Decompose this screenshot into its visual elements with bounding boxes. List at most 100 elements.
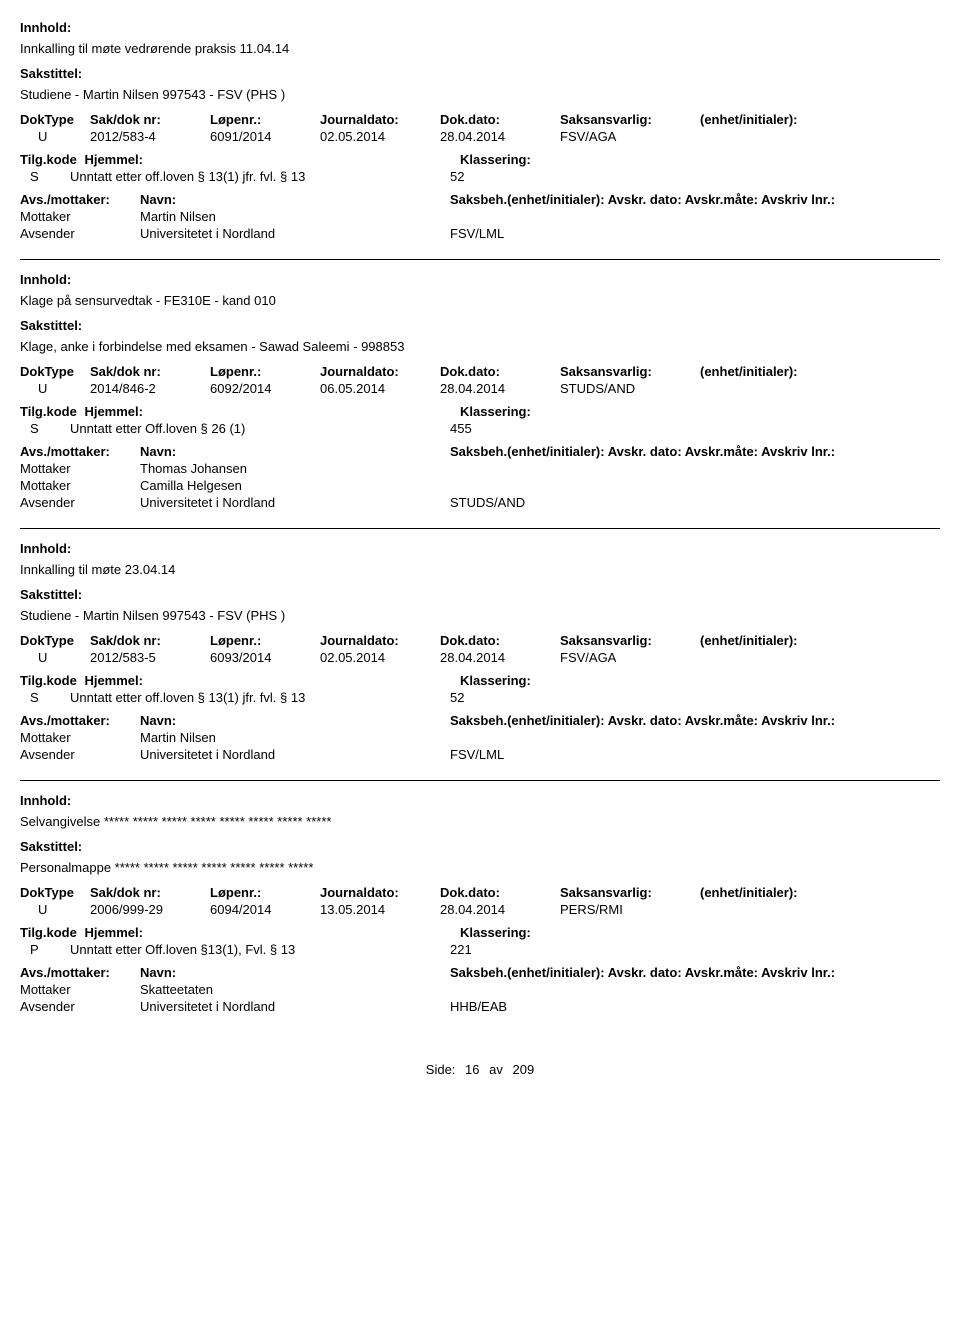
val-hjemmel: Unntatt etter off.loven § 13(1) jfr. fvl…	[70, 690, 450, 705]
col-journaldato: Journaldato:	[320, 633, 440, 648]
col-sakdok: Sak/dok nr:	[90, 885, 210, 900]
innhold-label: Innhold:	[20, 541, 940, 556]
klassering-label: Klassering:	[460, 673, 940, 688]
columns-data: U 2012/583-4 6091/2014 02.05.2014 28.04.…	[20, 129, 940, 144]
klassering-label: Klassering:	[460, 152, 940, 167]
col-lopenr: Løpenr.:	[210, 112, 320, 127]
innhold-text: Klage på sensurvedtak - FE310E - kand 01…	[20, 293, 940, 308]
party-role: Mottaker	[20, 209, 140, 224]
tilgkode-label: Tilg.kode	[20, 404, 77, 419]
party-row: Mottaker Thomas Johansen	[20, 461, 940, 476]
party-row: Mottaker Skatteetaten	[20, 982, 940, 997]
col-dokdato: Dok.dato:	[440, 885, 560, 900]
party-name: Skatteetaten	[140, 982, 450, 997]
journal-entry: Innhold: Klage på sensurvedtak - FE310E …	[20, 272, 940, 529]
party-name: Camilla Helgesen	[140, 478, 450, 493]
party-name: Universitetet i Nordland	[140, 226, 450, 241]
col-enhet: (enhet/initialer):	[700, 633, 940, 648]
party-unit	[450, 730, 940, 745]
val-dokdato: 28.04.2014	[440, 902, 560, 917]
party-row: Mottaker Martin Nilsen	[20, 209, 940, 224]
innhold-label: Innhold:	[20, 793, 940, 808]
party-unit: STUDS/AND	[450, 495, 940, 510]
columns-header: DokType Sak/dok nr: Løpenr.: Journaldato…	[20, 364, 940, 379]
sakstittel-text: Studiene - Martin Nilsen 997543 - FSV (P…	[20, 87, 940, 102]
journal-entry: Innhold: Innkalling til møte vedrørende …	[20, 20, 940, 260]
col-dokdato: Dok.dato:	[440, 112, 560, 127]
party-row: Avsender Universitetet i Nordland FSV/LM…	[20, 226, 940, 241]
party-unit: HHB/EAB	[450, 999, 940, 1014]
columns-header: DokType Sak/dok nr: Løpenr.: Journaldato…	[20, 112, 940, 127]
tilg-header: Tilg.kode Hjemmel: Klassering:	[20, 152, 940, 167]
tilgkode-label: Tilg.kode	[20, 673, 77, 688]
val-klassering: 221	[450, 942, 940, 957]
party-role: Mottaker	[20, 478, 140, 493]
col-sakdok: Sak/dok nr:	[90, 112, 210, 127]
val-sakdok: 2006/999-29	[90, 902, 210, 917]
col-dokdato: Dok.dato:	[440, 364, 560, 379]
party-header: Avs./mottaker: Navn: Saksbeh.(enhet/init…	[20, 713, 940, 728]
col-lopenr: Løpenr.:	[210, 885, 320, 900]
columns-data: U 2012/583-5 6093/2014 02.05.2014 28.04.…	[20, 650, 940, 665]
col-journaldato: Journaldato:	[320, 112, 440, 127]
innhold-label: Innhold:	[20, 272, 940, 287]
party-role: Avsender	[20, 747, 140, 762]
party-unit: FSV/LML	[450, 747, 940, 762]
party-row: Mottaker Camilla Helgesen	[20, 478, 940, 493]
saksbeh-label: Saksbeh.(enhet/initialer): Avskr. dato: …	[450, 192, 940, 207]
party-role: Avsender	[20, 999, 140, 1014]
val-hjemmel: Unntatt etter Off.loven § 26 (1)	[70, 421, 450, 436]
val-doktype: U	[20, 902, 90, 917]
party-role: Avsender	[20, 226, 140, 241]
hjemmel-data: S Unntatt etter off.loven § 13(1) jfr. f…	[20, 169, 940, 184]
party-unit: FSV/LML	[450, 226, 940, 241]
sakstittel-label: Sakstittel:	[20, 839, 940, 854]
val-dokdato: 28.04.2014	[440, 381, 560, 396]
sakstittel-text: Studiene - Martin Nilsen 997543 - FSV (P…	[20, 608, 940, 623]
val-journaldato: 13.05.2014	[320, 902, 440, 917]
footer-current: 16	[465, 1062, 479, 1077]
col-doktype: DokType	[20, 885, 90, 900]
party-role: Avsender	[20, 495, 140, 510]
party-row: Avsender Universitetet i Nordland HHB/EA…	[20, 999, 940, 1014]
val-tilgkode: S	[20, 169, 70, 184]
hjemmel-data: S Unntatt etter off.loven § 13(1) jfr. f…	[20, 690, 940, 705]
navn-label: Navn:	[140, 713, 450, 728]
col-lopenr: Løpenr.:	[210, 633, 320, 648]
val-tilgkode: P	[20, 942, 70, 957]
val-saksansvarlig: PERS/RMI	[560, 902, 700, 917]
col-lopenr: Løpenr.:	[210, 364, 320, 379]
val-saksansvarlig: FSV/AGA	[560, 650, 700, 665]
col-saksansvarlig: Saksansvarlig:	[560, 364, 700, 379]
avsmottaker-label: Avs./mottaker:	[20, 192, 140, 207]
footer-total: 209	[513, 1062, 535, 1077]
journal-entry: Innhold: Selvangivelse ***** ***** *****…	[20, 793, 940, 1032]
hjemmel-label: Hjemmel:	[84, 925, 143, 940]
columns-header: DokType Sak/dok nr: Løpenr.: Journaldato…	[20, 633, 940, 648]
party-row: Avsender Universitetet i Nordland STUDS/…	[20, 495, 940, 510]
val-journaldato: 02.05.2014	[320, 129, 440, 144]
val-sakdok: 2012/583-4	[90, 129, 210, 144]
val-sakdok: 2014/846-2	[90, 381, 210, 396]
party-name: Martin Nilsen	[140, 730, 450, 745]
hjemmel-label: Hjemmel:	[84, 673, 143, 688]
party-name: Universitetet i Nordland	[140, 495, 450, 510]
party-name: Universitetet i Nordland	[140, 747, 450, 762]
val-klassering: 455	[450, 421, 940, 436]
footer-sep: av	[489, 1062, 503, 1077]
val-dokdato: 28.04.2014	[440, 650, 560, 665]
sakstittel-label: Sakstittel:	[20, 587, 940, 602]
party-header: Avs./mottaker: Navn: Saksbeh.(enhet/init…	[20, 965, 940, 980]
col-saksansvarlig: Saksansvarlig:	[560, 885, 700, 900]
sakstittel-label: Sakstittel:	[20, 66, 940, 81]
innhold-text: Innkalling til møte 23.04.14	[20, 562, 940, 577]
col-journaldato: Journaldato:	[320, 885, 440, 900]
col-sakdok: Sak/dok nr:	[90, 364, 210, 379]
val-hjemmel: Unntatt etter off.loven § 13(1) jfr. fvl…	[70, 169, 450, 184]
navn-label: Navn:	[140, 444, 450, 459]
col-sakdok: Sak/dok nr:	[90, 633, 210, 648]
party-unit	[450, 478, 940, 493]
hjemmel-label: Hjemmel:	[84, 152, 143, 167]
val-lopenr: 6091/2014	[210, 129, 320, 144]
val-dokdato: 28.04.2014	[440, 129, 560, 144]
